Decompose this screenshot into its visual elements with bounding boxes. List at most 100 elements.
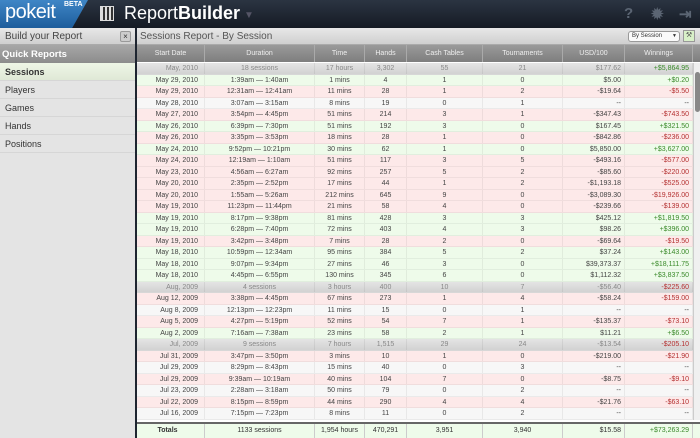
cell-hands: 58 <box>365 201 407 212</box>
table-row[interactable]: May 24, 2010 12:19am — 1:10am 51 mins 117 3 5… <box>137 155 693 167</box>
cell-time: 40 mins <box>315 373 365 384</box>
table-row[interactable]: May 27, 2010 3:54pm — 4:45pm 51 mins 214 3 1-… <box>137 109 693 121</box>
table-row[interactable]: May 23, 2010 4:56am — 6:27am 92 mins 257 5 2-… <box>137 166 693 178</box>
cell-cash-tables: 9 <box>407 189 483 200</box>
table-row[interactable]: May 28, 2010 3:07am — 3:15am 8 mins 19 0 1 -- -… <box>137 97 693 109</box>
sidebar-item-players[interactable]: Players <box>0 81 135 99</box>
sidebar-item-hands[interactable]: Hands <box>0 117 135 135</box>
cell-tournaments: 2 <box>483 166 563 177</box>
cell-tournaments: 0 <box>483 143 563 154</box>
cell-usd-100: -$13.54 <box>563 339 625 350</box>
cell-start-date: May 20, 2010 <box>137 178 205 189</box>
cell-cash-tables: 0 <box>407 362 483 373</box>
cell-duration: 4:56am — 6:27am <box>205 166 315 177</box>
cell-duration: 3:47pm — 3:50pm <box>205 350 315 361</box>
scrollbar-thumb[interactable] <box>695 72 700 112</box>
gear-icon[interactable]: ✹ <box>651 6 664 23</box>
cell-usd-100: $1,112.32 <box>563 270 625 281</box>
group-row[interactable]: Aug, 2009 4 sessions 3 hours 400 10 7 -$56.40-… <box>137 281 693 293</box>
sidebar-item-positions[interactable]: Positions <box>0 135 135 153</box>
app-menu-chevron-icon[interactable]: ▼ <box>244 10 254 21</box>
col-time[interactable]: Time <box>315 45 365 62</box>
cell-hands: 384 <box>365 247 407 258</box>
table-row[interactable]: May 18, 2010 10:59pm — 12:34am 95 mins 384 5… <box>137 247 693 259</box>
table-row[interactable]: May 29, 2010 1:39am — 1:40am 1 mins 4 1 0 $5.0… <box>137 74 693 86</box>
chevron-down-icon: ▼ <box>672 33 677 39</box>
cell-cash-tables: 0 <box>407 408 483 419</box>
table-row[interactable]: May 29, 2010 12:31am — 12:41am 11 mins 28 1 2… <box>137 86 693 98</box>
cell-hands: 104 <box>365 373 407 384</box>
col-start-date[interactable]: Start Date <box>137 45 205 62</box>
table-row[interactable]: Aug 12, 2009 3:38pm — 4:45pm 67 mins 273 1 4-… <box>137 293 693 305</box>
cell-tournaments: 0 <box>483 132 563 143</box>
table-row[interactable]: Jul 31, 2009 3:47pm — 3:50pm 3 mins 10 1 0 -$2… <box>137 350 693 362</box>
cell-winnings: -$19,926.00 <box>625 189 693 200</box>
table-row[interactable]: Jul 16, 2009 7:15pm — 7:23pm 8 mins 11 0 2 -- -… <box>137 408 693 420</box>
cell-usd-100: -$3,089.30 <box>563 189 625 200</box>
table-row[interactable]: Jul 29, 2009 9:39am — 10:19am 40 mins 104 7 0… <box>137 373 693 385</box>
group-row[interactable]: May, 2010 18 sessions 17 hours 3,302 55 21 $17… <box>137 63 693 75</box>
cell-cash-tables: 5 <box>407 247 483 258</box>
cell-tournaments: 1 <box>483 304 563 315</box>
cell-duration: 6:28pm — 7:40pm <box>205 224 315 235</box>
sidebar-item-sessions[interactable]: Sessions <box>0 63 135 81</box>
cell-winnings: -$139.00 <box>625 201 693 212</box>
cell-start-date: May 29, 2010 <box>137 74 205 85</box>
cell-start-date: May 19, 2010 <box>137 201 205 212</box>
table-row[interactable]: Aug 2, 2009 7:16am — 7:38am 23 mins 58 2 1 $11… <box>137 327 693 339</box>
cell-duration: 4 sessions <box>205 281 315 292</box>
table-row[interactable]: May 24, 2010 9:52pm — 10:21pm 30 mins 62 1 0 $… <box>137 143 693 155</box>
table-row[interactable]: May 20, 2010 2:35pm — 2:52pm 17 mins 44 1 2 -$… <box>137 178 693 190</box>
cell-tournaments: 1 <box>483 109 563 120</box>
col-winnings[interactable]: Winnings <box>625 45 693 62</box>
cell-tournaments: 0 <box>483 350 563 361</box>
table-row[interactable]: May 18, 2010 9:07pm — 9:34pm 27 mins 46 3 0 $3… <box>137 258 693 270</box>
cell-time: 18 mins <box>315 132 365 143</box>
col-hands[interactable]: Hands <box>365 45 407 62</box>
table-row[interactable]: May 26, 2010 6:39pm — 7:30pm 51 mins 192 3 0 $… <box>137 120 693 132</box>
sidebar-item-games[interactable]: Games <box>0 99 135 117</box>
help-icon[interactable]: ? <box>624 5 634 22</box>
cell-time: 23 mins <box>315 327 365 338</box>
table-row[interactable]: May 19, 2010 6:28pm — 7:40pm 72 mins 403 4 3 $… <box>137 224 693 236</box>
cell-usd-100: -$347.43 <box>563 109 625 120</box>
cell-time: 67 mins <box>315 293 365 304</box>
cell-cash-tables: 0 <box>407 385 483 396</box>
cell-start-date: May 24, 2010 <box>137 155 205 166</box>
table-row[interactable]: Jul 23, 2009 2:28am — 3:18am 50 mins 79 0 2 --… <box>137 385 693 397</box>
table-row[interactable]: Aug 8, 2009 12:13pm — 12:23pm 11 mins 15 0 1-… <box>137 304 693 316</box>
table-row[interactable]: May 19, 2010 11:23pm — 11:44pm 21 mins 58 4 0… <box>137 201 693 213</box>
table-row[interactable]: May 19, 2010 8:17pm — 9:38pm 81 mins 428 3 3 $… <box>137 212 693 224</box>
scrollbar[interactable] <box>693 63 700 420</box>
title-light: Report <box>124 3 179 23</box>
table-row[interactable]: May 19, 2010 3:42pm — 3:48pm 7 mins 28 2 0 -$6… <box>137 235 693 247</box>
cell-hands: 28 <box>365 86 407 97</box>
table-row[interactable]: Jul 22, 2009 8:15pm — 8:59pm 44 mins 290 4 4-… <box>137 396 693 408</box>
cell-time: 72 mins <box>315 224 365 235</box>
wrench-icon[interactable]: ⚒ <box>683 30 695 42</box>
view-select[interactable]: By Session ▼ <box>628 31 680 42</box>
cell-winnings: +$0.20 <box>625 74 693 85</box>
cell-start-date: May 26, 2010 <box>137 132 205 143</box>
cell-duration: 3:38pm — 4:45pm <box>205 293 315 304</box>
cell-tournaments: 4 <box>483 293 563 304</box>
cell-start-date: May 19, 2010 <box>137 212 205 223</box>
col-cash-tables[interactable]: Cash Tables <box>407 45 483 62</box>
table-row[interactable]: Aug 5, 2009 4:27pm — 5:19pm 52 mins 54 7 1 -$1… <box>137 316 693 328</box>
group-row[interactable]: Jul, 2009 9 sessions 7 hours 1,515 29 24 -$13.… <box>137 339 693 351</box>
col-tournaments[interactable]: Tournaments <box>483 45 563 62</box>
table-row[interactable]: May 18, 2010 4:45pm — 6:55pm 130 mins 345 6 0… <box>137 270 693 282</box>
cell-tournaments: 21 <box>483 63 563 74</box>
cell-start-date: May 19, 2010 <box>137 224 205 235</box>
cell-duration: 12:19am — 1:10am <box>205 155 315 166</box>
table-row[interactable]: May 20, 2010 1:55am — 5:26am 212 mins 645 9 0… <box>137 189 693 201</box>
cell-time: 7 mins <box>315 235 365 246</box>
logout-icon[interactable]: ⇥ <box>679 6 692 23</box>
table-row[interactable]: Jul 29, 2009 8:29pm — 8:43pm 15 mins 40 0 3 --… <box>137 362 693 374</box>
col-duration[interactable]: Duration <box>205 45 315 62</box>
cell-cash-tables: 3 <box>407 109 483 120</box>
col-usd-100[interactable]: USD/100 <box>563 45 625 62</box>
table-row[interactable]: May 26, 2010 3:35pm — 3:53pm 18 mins 28 1 0 -$… <box>137 132 693 144</box>
cell-hands: 290 <box>365 396 407 407</box>
close-icon[interactable]: × <box>120 31 131 42</box>
